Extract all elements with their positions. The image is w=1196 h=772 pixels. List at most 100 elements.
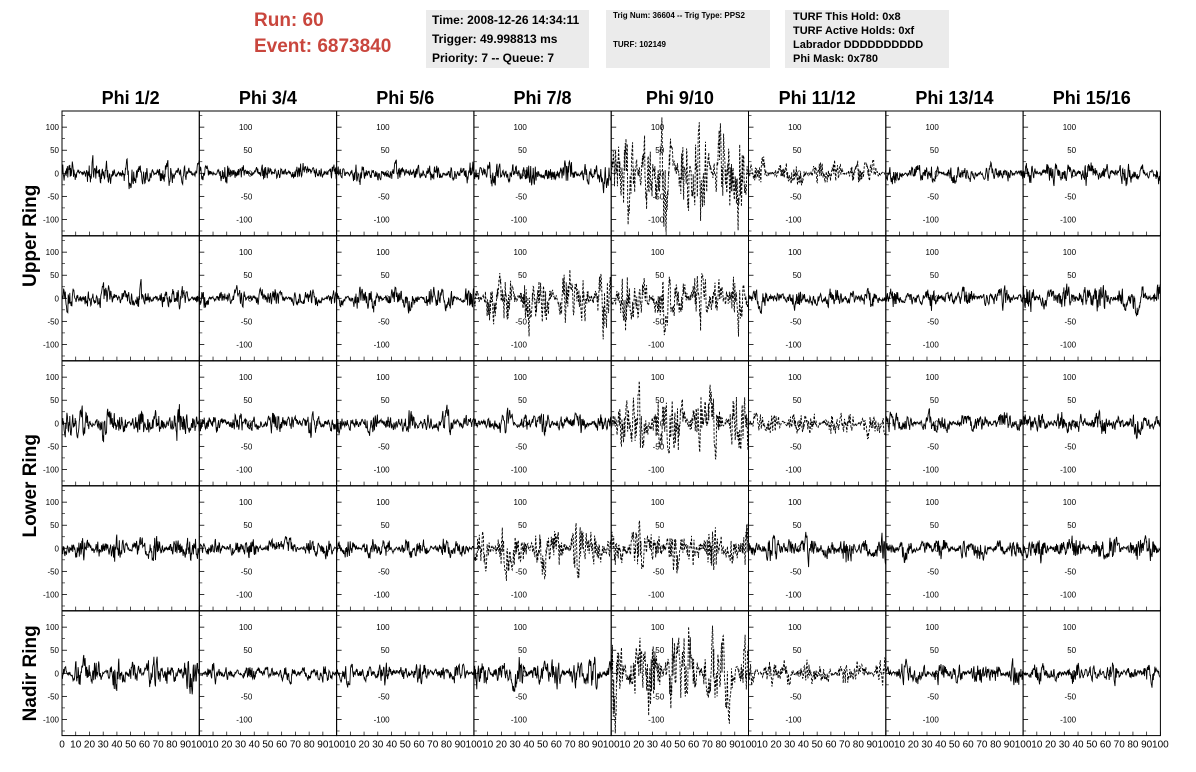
x-tick-label: 40	[386, 740, 398, 751]
y-tick-label: 100	[239, 373, 253, 382]
x-tick-label: 90	[867, 740, 879, 751]
y-tick-label: 100	[239, 123, 253, 132]
x-tick-label: 40	[249, 740, 261, 751]
event-number: Event: 6873840	[254, 36, 392, 57]
y-tick-label: -100	[511, 590, 528, 599]
y-tick-label: -100	[236, 340, 253, 349]
y-tick-label: -100	[785, 215, 802, 224]
y-tick-label: 100	[376, 123, 390, 132]
y-tick-label: 100	[46, 373, 60, 382]
x-tick-label: 30	[921, 740, 933, 751]
y-tick-label: 100	[514, 123, 528, 132]
waveform-trace	[1022, 283, 1161, 317]
waveform-trace	[610, 380, 749, 460]
y-tick-label: -50	[927, 442, 939, 451]
y-tick-label: 50	[381, 646, 390, 655]
panel-frame	[473, 485, 612, 612]
x-tick-label: 60	[551, 740, 563, 751]
x-tick-label: 90	[455, 740, 467, 751]
y-tick-label: -50	[927, 692, 939, 701]
y-tick-label: -50	[653, 317, 665, 326]
waveform-trace	[198, 662, 337, 686]
y-tick-label: -100	[374, 465, 391, 474]
waveform-trace	[748, 411, 887, 440]
x-tick-label: 50	[1086, 740, 1098, 751]
y-tick-label: 50	[1067, 396, 1076, 405]
y-tick-label: 0	[55, 419, 60, 428]
y-tick-label: -100	[511, 715, 528, 724]
x-tick-label: 90	[317, 740, 329, 751]
y-tick-label: -100	[923, 465, 940, 474]
y-tick-label: -100	[1060, 340, 1077, 349]
y-tick-label: -50	[653, 442, 665, 451]
x-tick-label: 60	[963, 740, 975, 751]
y-tick-label: 100	[376, 248, 390, 257]
waveform-trace	[885, 160, 1024, 185]
y-tick-label: 50	[930, 146, 939, 155]
y-tick-label: -100	[43, 715, 60, 724]
y-tick-label: 100	[651, 123, 665, 132]
x-tick-label: 10	[207, 740, 219, 751]
row-group-label: Upper Ring	[20, 185, 41, 287]
y-tick-label: -50	[927, 317, 939, 326]
x-tick-label: 30	[235, 740, 247, 751]
waveform-trace	[61, 654, 200, 695]
y-tick-label: -100	[785, 590, 802, 599]
y-tick-label: -100	[923, 340, 940, 349]
waveform-trace	[885, 539, 1024, 563]
y-tick-label: -100	[43, 215, 60, 224]
y-tick-label: 100	[1063, 123, 1077, 132]
y-tick-label: -50	[790, 692, 802, 701]
y-tick-label: -100	[785, 340, 802, 349]
y-tick-label: 100	[788, 373, 802, 382]
y-tick-label: 50	[793, 146, 802, 155]
y-tick-label: 50	[381, 396, 390, 405]
x-tick-label: 20	[496, 740, 508, 751]
x-tick-label: 80	[578, 740, 590, 751]
run-number: Run: 60	[254, 10, 324, 31]
labrador-line: Labrador DDDDDDDDDD	[793, 39, 924, 51]
column-header: Phi 1/2	[102, 88, 160, 108]
x-tick-label: 70	[976, 740, 988, 751]
y-tick-label: -50	[378, 442, 390, 451]
y-tick-label: 0	[248, 294, 253, 303]
waveform-trace	[473, 522, 612, 581]
y-tick-label: 50	[1067, 271, 1076, 280]
y-tick-label: -100	[1060, 215, 1077, 224]
y-tick-label: -100	[923, 590, 940, 599]
column-header: Phi 11/12	[779, 88, 856, 108]
y-tick-label: 100	[46, 623, 60, 632]
y-tick-label: -50	[1065, 567, 1077, 576]
waveform-trace	[473, 407, 612, 437]
x-tick-label: 100	[740, 740, 757, 751]
x-tick-label: 100	[603, 740, 620, 751]
x-tick-label: 30	[98, 740, 110, 751]
y-tick-label: -50	[1065, 442, 1077, 451]
y-tick-label: 50	[243, 146, 252, 155]
x-tick-label: 20	[1045, 740, 1057, 751]
y-tick-label: -50	[241, 192, 253, 201]
y-tick-label: -100	[374, 715, 391, 724]
y-tick-label: 50	[1067, 646, 1076, 655]
x-tick-label: 80	[304, 740, 316, 751]
y-tick-label: 0	[55, 669, 60, 678]
x-tick-label: 30	[372, 740, 384, 751]
waveform-trace	[336, 538, 475, 560]
x-tick-label: 60	[276, 740, 288, 751]
y-tick-label: -50	[1065, 317, 1077, 326]
waveform-trace	[473, 656, 612, 693]
x-tick-label: 50	[812, 740, 824, 751]
phi-mask-line: Phi Mask: 0x780	[793, 53, 878, 65]
y-tick-label: -100	[511, 215, 528, 224]
panel-frame	[885, 235, 1024, 362]
y-tick-label: -50	[241, 442, 253, 451]
waveform-trace	[885, 658, 1024, 686]
y-tick-label: 100	[788, 123, 802, 132]
turf-info-box: TURF This Hold: 0x8 TURF Active Holds: 0…	[785, 10, 949, 68]
x-tick-label: 10	[757, 740, 769, 751]
y-tick-label: -50	[790, 192, 802, 201]
x-tick-label: 70	[427, 740, 439, 751]
panel-frame	[748, 610, 887, 737]
y-tick-label: 50	[793, 521, 802, 530]
x-tick-label: 50	[262, 740, 274, 751]
